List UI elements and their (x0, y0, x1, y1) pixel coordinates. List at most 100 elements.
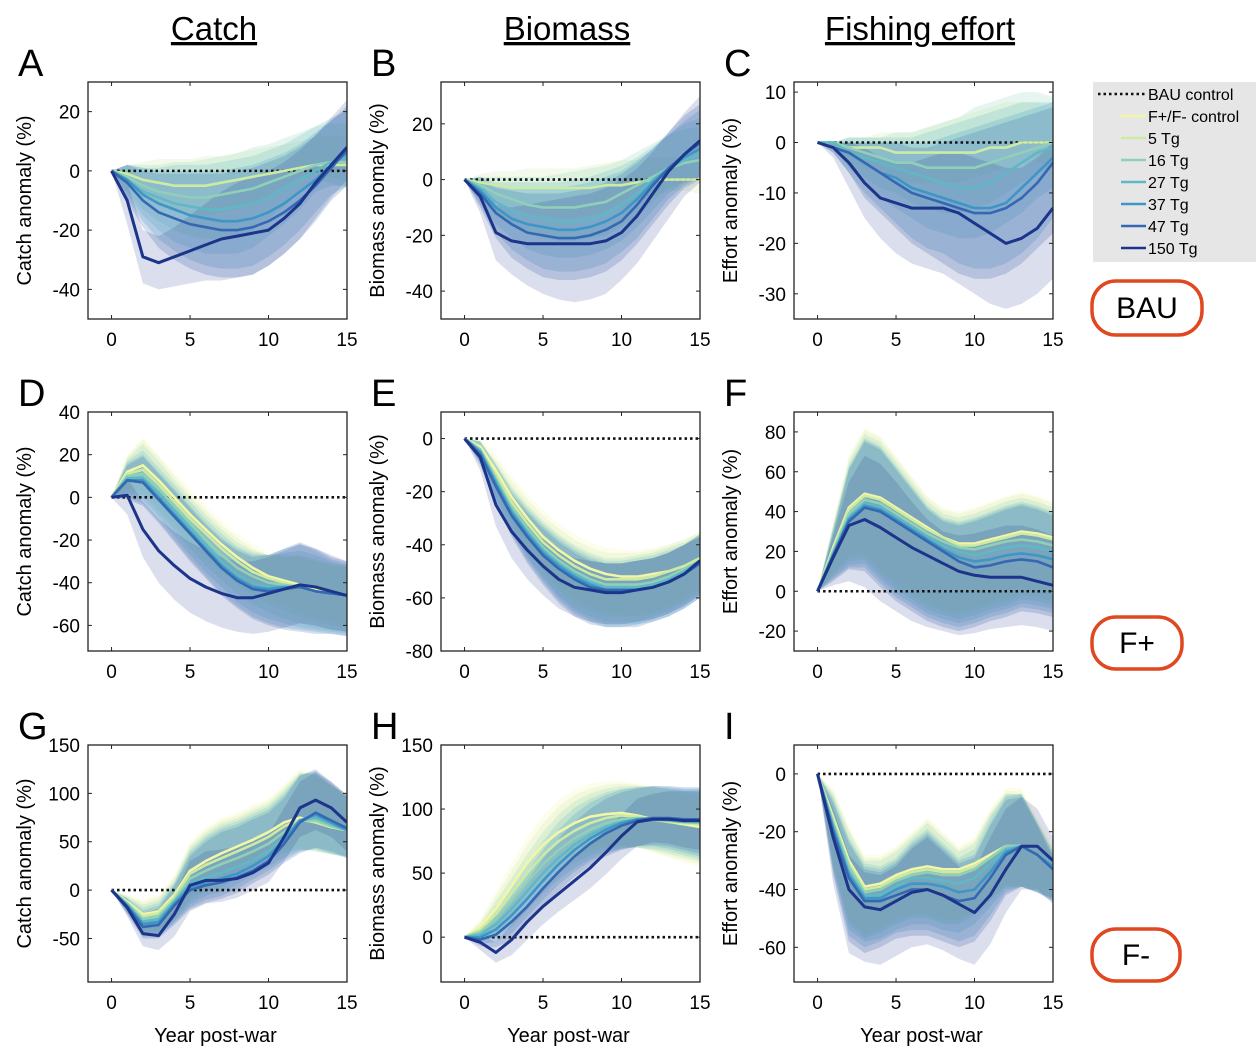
plot-area (463, 95, 700, 303)
y-axis-label: Effort anomaly (%) (720, 781, 742, 946)
y-tick-label: 0 (422, 430, 433, 451)
band-27-tg (817, 773, 1053, 942)
legend-entry-150-tg: 150 Tg (1121, 241, 1198, 258)
series-line-150-tg (463, 437, 700, 595)
scenario-label-bau: BAU (1116, 292, 1178, 325)
y-tick-label: 20 (59, 103, 80, 124)
x-tick-label: 0 (106, 662, 117, 683)
panel-e: E 0 5 10 15 -80 -60 -40 -20 0 Biomass anomaly (%) (367, 373, 711, 683)
series-line-5-tg (464, 178, 700, 190)
band-150-tg (111, 478, 347, 634)
legend-label: 47 Tg (1148, 219, 1189, 236)
x-tick-label: 10 (258, 662, 279, 683)
plot-area (817, 92, 1053, 309)
panel-letter: C (724, 43, 751, 85)
scenario-badge-fminus: F- (1090, 927, 1182, 983)
band-150-tg (817, 142, 1053, 309)
legend: BAU control F+/F- control 5 Tg 16 Tg 27 Tg 37… (1093, 82, 1256, 262)
y-tick-label: 0 (775, 765, 786, 786)
series-line-27-tg (817, 141, 1053, 190)
y-tick-label: 0 (69, 881, 80, 902)
x-tick-label: 10 (964, 330, 985, 351)
panel-letter: H (371, 706, 398, 748)
y-tick-label: 0 (422, 928, 433, 949)
panel-letter: D (18, 373, 45, 415)
plot-area (463, 437, 700, 628)
series-line-47-tg (817, 141, 1053, 215)
y-tick-label: -80 (406, 642, 433, 663)
series-line-27-tg (816, 502, 1053, 592)
axes-frame (793, 411, 1054, 652)
y-axis-label: Biomass anomaly (%) (367, 434, 389, 629)
x-tick-label: 5 (185, 330, 196, 351)
series-line-27-tg (816, 773, 1053, 897)
band-37-tg (817, 773, 1053, 948)
series-line-150-tg (464, 817, 700, 954)
y-tick-label: -40 (53, 280, 80, 301)
legend-entry-37-tg: 37 Tg (1121, 197, 1189, 214)
x-tick-label: 5 (891, 993, 902, 1014)
series-line-150-tg (463, 139, 700, 246)
legend-entry-27-tg: 27 Tg (1121, 175, 1189, 192)
legend-entry-47-tg: 47 Tg (1121, 219, 1189, 236)
band-47-tg (111, 105, 347, 278)
panel-b: B 0 5 10 15 -40 -20 0 20 Biomass anomaly (%) (367, 43, 711, 351)
band-47-tg (464, 786, 700, 948)
x-tick-label: 10 (964, 993, 985, 1014)
axes-frame (440, 744, 701, 983)
y-tick-label: -60 (53, 616, 80, 637)
scenario-badge-bau: BAU (1090, 279, 1204, 337)
band-150-tg (111, 99, 347, 290)
y-axis-label: Catch anomaly (%) (14, 778, 36, 948)
x-tick-label: 10 (964, 662, 985, 683)
series-line-47-tg (816, 506, 1053, 592)
series-line-5-tg (817, 141, 1053, 154)
x-tick-label: 10 (258, 330, 279, 351)
y-tick-label: 50 (59, 833, 80, 854)
y-tick-label: 0 (775, 582, 786, 603)
x-tick-label: 15 (336, 662, 357, 683)
plot-area (110, 769, 347, 951)
x-tick-label: 5 (538, 662, 549, 683)
series-line-150-tg (110, 146, 347, 265)
legend-entry-16-tg: 16 Tg (1121, 153, 1189, 170)
band-f-f-control (817, 773, 1053, 933)
panel-letter: I (724, 706, 735, 748)
x-tick-label: 15 (1042, 993, 1063, 1014)
x-tick-label: 15 (1042, 330, 1063, 351)
panel-grid: A 0 5 10 15 -40 -20 0 20 Catch anomaly (%) B 0 5 10 15… (14, 43, 1064, 1047)
column-header-biomass: Biomass (504, 10, 631, 47)
series-line-150-tg (816, 518, 1053, 592)
series-line-16-tg (816, 498, 1053, 592)
panel-c: C 0 5 10 15 -30 -20 -10 0 10 Effort anomaly (%) (720, 43, 1064, 351)
series-line-27-tg (110, 154, 347, 211)
legend-label: 150 Tg (1148, 241, 1198, 258)
series-line-37-tg (816, 504, 1053, 592)
band-37-tg (464, 438, 700, 628)
y-tick-label: 40 (765, 503, 786, 524)
x-tick-label: 0 (459, 662, 470, 683)
x-tick-label: 15 (336, 330, 357, 351)
series-line-5-tg (816, 494, 1053, 592)
band-16-tg (817, 433, 1053, 620)
x-tick-label: 0 (812, 330, 823, 351)
x-tick-label: 5 (538, 993, 549, 1014)
band-27-tg (111, 111, 347, 254)
y-axis-label: Biomass anomaly (%) (367, 103, 389, 298)
series-line-150-tg (110, 798, 347, 938)
x-tick-label: 10 (611, 330, 632, 351)
y-tick-label: 20 (765, 542, 786, 563)
x-tick-label: 0 (459, 993, 470, 1014)
legend-label: BAU control (1148, 87, 1233, 104)
band-27-tg (817, 102, 1053, 239)
band-47-tg (464, 438, 700, 628)
band-150-tg (817, 773, 1053, 965)
legend-label: 27 Tg (1148, 175, 1189, 192)
column-header-catch: Catch (171, 10, 257, 47)
legend-background (1093, 82, 1256, 262)
x-tick-label: 15 (689, 993, 710, 1014)
x-tick-label: 5 (891, 662, 902, 683)
y-tick-label: 0 (69, 488, 80, 509)
band-f-f-control (111, 437, 347, 626)
axes-frame (793, 744, 1054, 983)
